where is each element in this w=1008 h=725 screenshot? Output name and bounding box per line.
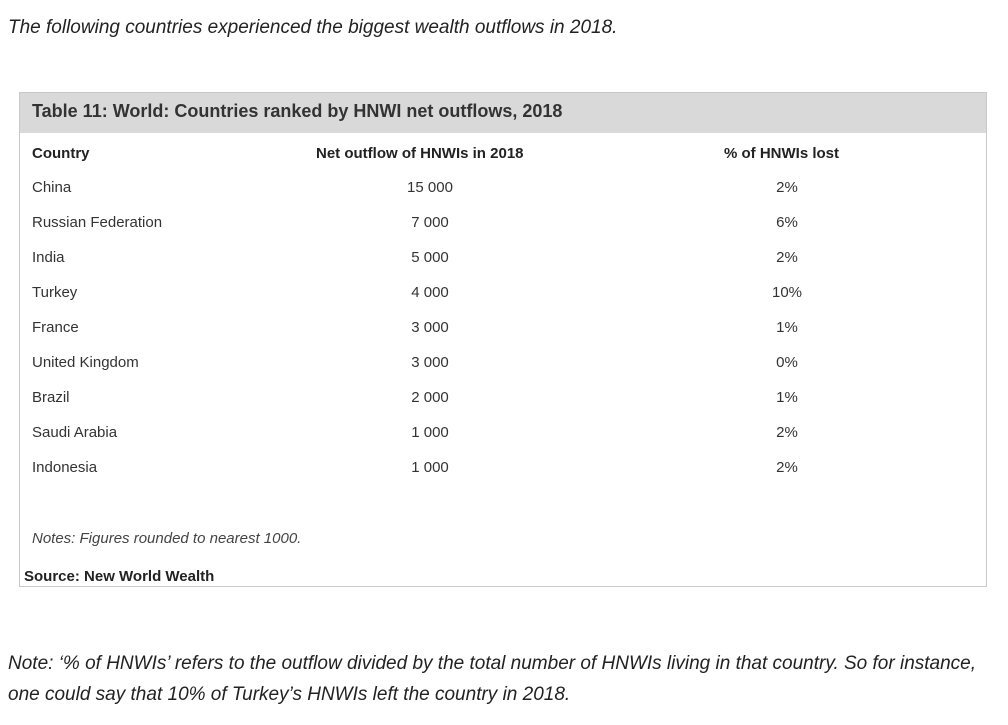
cell-pct-value: 2% — [776, 249, 798, 266]
table-row: Brazil 2 000 1% — [20, 389, 986, 424]
table-row: Saudi Arabia 1 000 2% — [20, 424, 986, 459]
cell-outflow-value: 3 000 — [411, 319, 449, 336]
table-row: France 3 000 1% — [20, 319, 986, 354]
table-source: Source: New World Wealth — [24, 568, 215, 585]
column-header-outflow: Net outflow of HNWIs in 2018 — [316, 145, 524, 162]
cell-pct-value: 6% — [776, 214, 798, 231]
cell-outflow-value: 1 000 — [411, 459, 449, 476]
cell-country: Indonesia — [32, 459, 98, 476]
cell-outflow-value: 4 000 — [411, 284, 449, 301]
cell-country: Russian Federation — [32, 214, 163, 231]
cell-pct-value: 2% — [776, 179, 798, 196]
footnote-text: Note: ‘% of HNWIs’ refers to the outflow… — [8, 653, 977, 705]
table-title-bar: Table 11: World: Countries ranked by HNW… — [20, 93, 986, 133]
cell-pct-value: 2% — [776, 424, 798, 441]
cell-country: Brazil — [32, 389, 70, 406]
cell-country: United Kingdom — [32, 354, 139, 371]
table-row: Indonesia 1 000 2% — [20, 459, 986, 494]
cell-outflow-value: 15 000 — [407, 179, 453, 196]
cell-pct-value: 2% — [776, 459, 798, 476]
table-row: China 15 000 2% — [20, 179, 986, 214]
cell-pct-value: 10% — [771, 284, 803, 301]
column-header-pct: % of HNWIs lost — [724, 145, 839, 162]
table-title: Table 11: World: Countries ranked by HNW… — [32, 101, 563, 121]
cell-country: India — [32, 249, 65, 266]
intro-text: The following countries experienced the … — [8, 17, 618, 38]
cell-country: France — [32, 319, 79, 336]
table-row: United Kingdom 3 000 0% — [20, 354, 986, 389]
cell-country: Turkey — [32, 284, 78, 301]
column-header-country: Country — [32, 145, 90, 162]
hnwi-outflow-table: Table 11: World: Countries ranked by HNW… — [19, 92, 987, 587]
cell-outflow-value: 3 000 — [411, 354, 449, 371]
cell-outflow-value: 2 000 — [411, 389, 449, 406]
cell-country: Saudi Arabia — [32, 424, 118, 441]
table-row: Turkey 4 000 10% — [20, 284, 986, 319]
cell-country: China — [32, 179, 72, 196]
cell-pct-value: 1% — [776, 389, 798, 406]
cell-outflow-value: 7 000 — [411, 214, 449, 231]
table-row: Russian Federation 7 000 6% — [20, 214, 986, 249]
cell-pct-value: 0% — [776, 354, 798, 371]
cell-pct-value: 1% — [776, 319, 798, 336]
cell-outflow-value: 5 000 — [411, 249, 449, 266]
table-notes: Notes: Figures rounded to nearest 1000. — [32, 530, 302, 547]
cell-outflow-value: 1 000 — [411, 424, 449, 441]
table-row: India 5 000 2% — [20, 249, 986, 284]
